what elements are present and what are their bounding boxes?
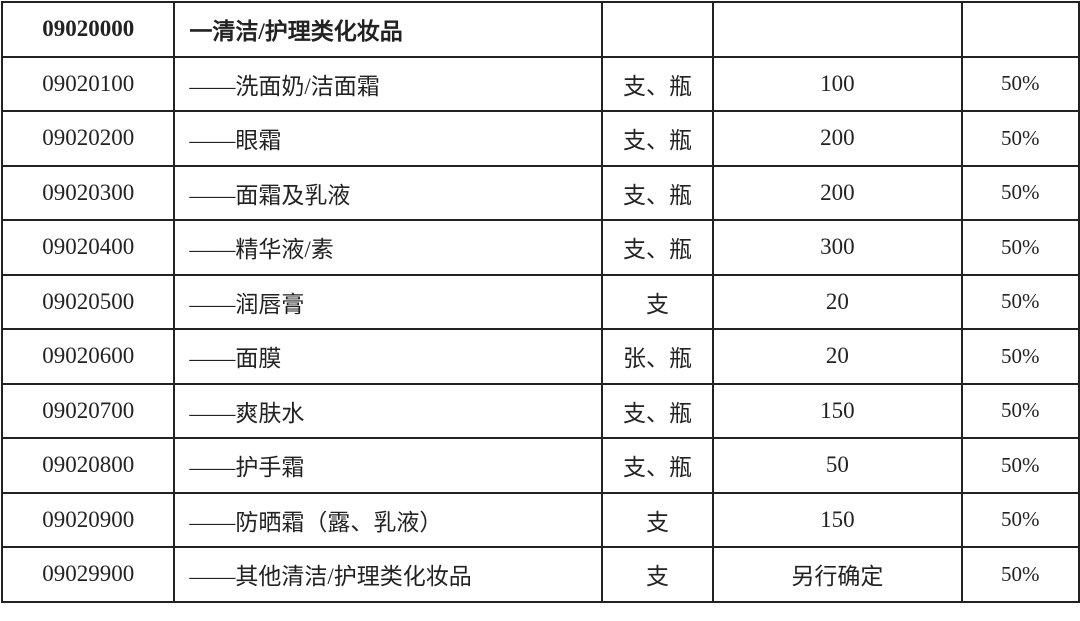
item-price: 20: [712, 328, 963, 385]
table-row: 09020100 ——洗面奶/洁面霜 支、瓶 100 50%: [0, 55, 1080, 112]
item-code: 09020600: [0, 328, 176, 385]
item-name: ——面霜及乳液: [173, 164, 603, 221]
item-name: ——精华液/素: [173, 219, 603, 276]
item-rate: 50%: [960, 110, 1080, 167]
table-row: 09020400 ——精华液/素 支、瓶 300 50%: [0, 219, 1080, 276]
table-row: 09029900 ——其他清洁/护理类化妆品支另行确定 50%: [0, 546, 1080, 603]
item-price: 150: [712, 491, 963, 548]
item-rate: 50%: [960, 328, 1080, 385]
item-price: 另行确定: [712, 546, 963, 603]
category-code: 09020000: [0, 1, 176, 58]
item-code: 09020200: [0, 110, 176, 167]
table-row: 09020500 ——润唇膏支 20 50%: [0, 273, 1080, 330]
item-code: 09029900: [0, 546, 176, 603]
category-unit: [600, 1, 715, 58]
item-price: 200: [712, 164, 963, 221]
item-unit: 张、瓶: [600, 328, 715, 385]
category-rate: [960, 1, 1080, 58]
item-unit: 支、瓶: [600, 55, 715, 112]
table-row: 09020900 ——防晒霜（露、乳液）支 150 50%: [0, 491, 1080, 548]
category-name: 一清洁/护理类化妆品: [173, 1, 603, 58]
item-rate: 50%: [960, 546, 1080, 603]
item-code: 09020900: [0, 491, 176, 548]
item-rate: 50%: [960, 382, 1080, 439]
table-row: 09020700 ——爽肤水 支、瓶 150 50%: [0, 382, 1080, 439]
item-unit: 支、瓶: [600, 382, 715, 439]
item-name: ——眼霜: [173, 110, 603, 167]
item-code: 09020400: [0, 219, 176, 276]
item-name: ——防晒霜（露、乳液）: [173, 491, 603, 548]
item-unit: 支: [600, 491, 715, 548]
item-rate: 50%: [960, 273, 1080, 330]
category-price: [712, 1, 963, 58]
item-code: 09020100: [0, 55, 176, 112]
item-rate: 50%: [960, 219, 1080, 276]
category-header-row: 09020000 一清洁/护理类化妆品: [0, 1, 1080, 58]
item-name: ——其他清洁/护理类化妆品: [173, 546, 603, 603]
item-code: 09020800: [0, 437, 176, 494]
item-name: ——爽肤水: [173, 382, 603, 439]
item-unit: 支: [600, 546, 715, 603]
item-unit: 支、瓶: [600, 164, 715, 221]
item-rate: 50%: [960, 437, 1080, 494]
table-row: 09020800 ——护手霜 支、瓶 50 50%: [0, 437, 1080, 494]
item-price: 100: [712, 55, 963, 112]
item-name: ——护手霜: [173, 437, 603, 494]
tariff-table: 09020000 一清洁/护理类化妆品 09020100 ——洗面奶/洁面霜 支、瓶…: [0, 1, 1080, 603]
table-row: 09020300 ——面霜及乳液 支、瓶 200 50%: [0, 164, 1080, 221]
item-rate: 50%: [960, 164, 1080, 221]
item-code: 09020500: [0, 273, 176, 330]
item-price: 50: [712, 437, 963, 494]
item-price: 150: [712, 382, 963, 439]
item-price: 200: [712, 110, 963, 167]
item-unit: 支、瓶: [600, 219, 715, 276]
item-unit: 支、瓶: [600, 110, 715, 167]
item-rate: 50%: [960, 55, 1080, 112]
item-code: 09020300: [0, 164, 176, 221]
item-name: ——洗面奶/洁面霜: [173, 55, 603, 112]
item-name: ——面膜: [173, 328, 603, 385]
item-name: ——润唇膏: [173, 273, 603, 330]
item-unit: 支、瓶: [600, 437, 715, 494]
item-unit: 支: [600, 273, 715, 330]
item-rate: 50%: [960, 491, 1080, 548]
item-price: 20: [712, 273, 963, 330]
item-code: 09020700: [0, 382, 176, 439]
table-body: 09020000 一清洁/护理类化妆品 09020100 ——洗面奶/洁面霜 支、瓶…: [0, 1, 1080, 603]
item-price: 300: [712, 219, 963, 276]
table-row: 09020600 ——面膜 张、瓶 20 50%: [0, 328, 1080, 385]
table-row: 09020200 ——眼霜 支、瓶 200 50%: [0, 110, 1080, 167]
